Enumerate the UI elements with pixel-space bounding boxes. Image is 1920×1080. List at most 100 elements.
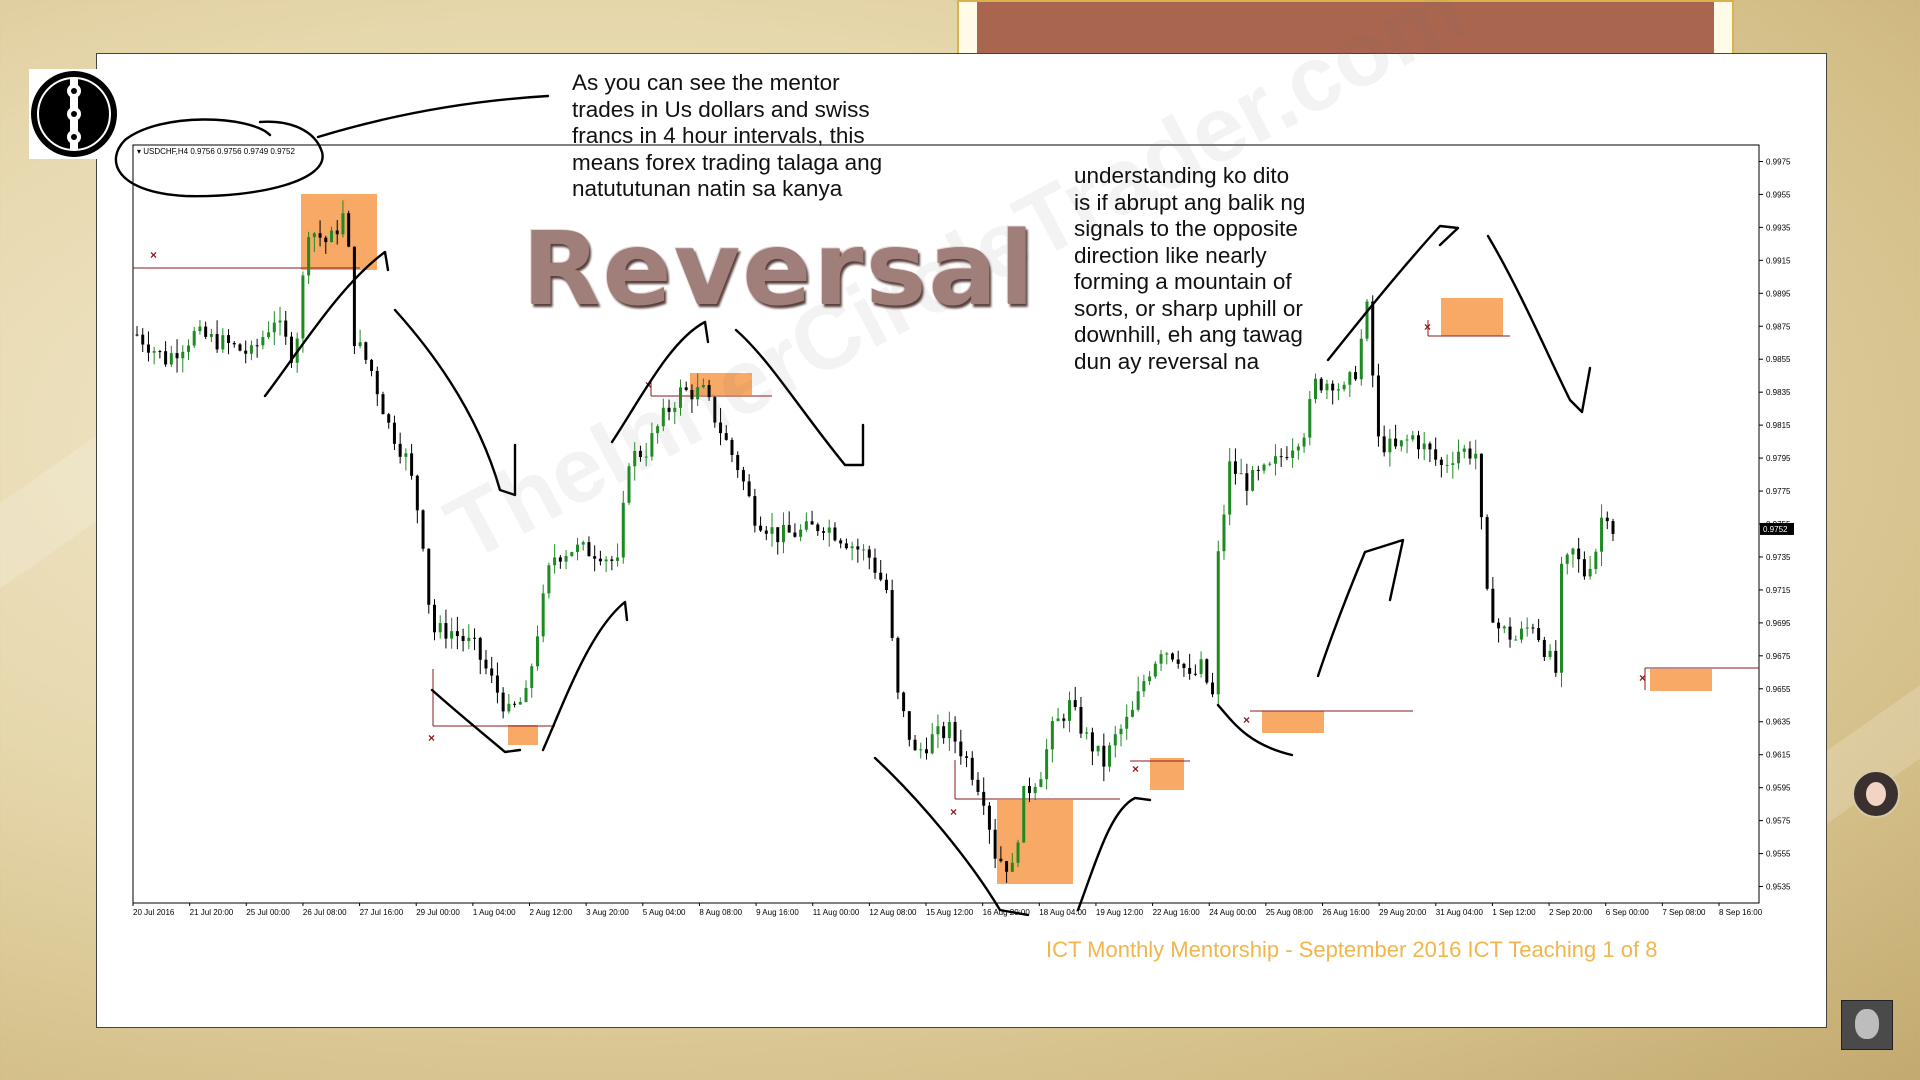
candle-body <box>1411 435 1415 440</box>
candle-body <box>701 384 705 388</box>
candle-body <box>1268 463 1272 465</box>
candle-body <box>1577 548 1581 560</box>
candle-body <box>1525 627 1529 629</box>
x-tick-label: 29 Aug 20:00 <box>1379 908 1427 917</box>
x-tick-label: 6 Sep 00:00 <box>1606 908 1650 917</box>
candle-body <box>1388 438 1392 453</box>
candle-body <box>696 387 700 400</box>
candle-body <box>1228 461 1232 515</box>
candle-body <box>324 237 328 243</box>
y-tick-label: 0.9775 <box>1766 487 1791 496</box>
candle-body <box>158 351 162 353</box>
candle-body <box>1142 681 1146 692</box>
candle-body <box>186 345 190 352</box>
candle-body <box>1571 548 1575 555</box>
candle-body <box>827 527 831 533</box>
candle-body <box>312 233 316 238</box>
y-tick-label: 0.9575 <box>1766 817 1791 826</box>
candle-body <box>576 544 580 553</box>
candle-body <box>347 213 351 247</box>
candle-body <box>392 422 396 444</box>
candle-body <box>1485 517 1489 589</box>
highlight-box <box>690 373 752 395</box>
level-marker: × <box>1639 671 1646 685</box>
candle-body <box>227 335 231 344</box>
candle-body <box>593 556 597 559</box>
candle-body <box>1519 628 1523 640</box>
candle-body <box>1005 861 1009 872</box>
candle-body <box>318 233 322 238</box>
x-tick-label: 29 Jul 00:00 <box>416 908 460 917</box>
candle-body <box>1296 446 1300 451</box>
candle-body <box>907 711 911 740</box>
candle-body <box>965 756 969 758</box>
candle-body <box>587 542 591 557</box>
candle-body <box>1256 469 1260 471</box>
candle-body <box>370 359 374 371</box>
x-tick-label: 2 Aug 12:00 <box>530 908 573 917</box>
candle-body <box>1554 650 1558 673</box>
candle-body <box>272 322 276 333</box>
annotation-arrow <box>873 756 1030 917</box>
candle-body <box>1216 551 1220 695</box>
candle-body <box>896 637 900 693</box>
candle-body <box>673 407 677 412</box>
candle-body <box>616 557 620 561</box>
candle-body <box>982 791 986 806</box>
annotation-arrow <box>734 328 865 467</box>
candle-body <box>1010 862 1014 872</box>
x-tick-label: 9 Aug 16:00 <box>756 908 799 917</box>
candle-body <box>839 540 843 544</box>
annotation-arrow <box>610 320 710 444</box>
highlight-box <box>1262 711 1324 733</box>
candle-body <box>547 565 551 594</box>
candle-body <box>261 337 265 346</box>
candle-body <box>1176 659 1180 664</box>
candle-body <box>135 334 139 336</box>
candle-body <box>473 637 477 639</box>
candle-body <box>724 433 728 440</box>
candle-body <box>1251 469 1255 491</box>
candle-body <box>884 579 888 590</box>
candle-body <box>1354 372 1358 380</box>
candle-body <box>719 422 723 434</box>
y-tick-label: 0.9795 <box>1766 454 1791 463</box>
y-tick-label: 0.9935 <box>1766 223 1791 232</box>
candle-body <box>793 532 797 537</box>
y-tick-label: 0.9975 <box>1766 157 1791 166</box>
x-tick-label: 26 Aug 16:00 <box>1323 908 1371 917</box>
candle-body <box>267 332 271 338</box>
candle-body <box>513 703 517 705</box>
candle-body <box>1211 682 1215 695</box>
candle-body <box>753 496 757 526</box>
candle-body <box>930 734 934 754</box>
candle-body <box>387 414 391 423</box>
candle-body <box>1319 378 1323 391</box>
candle-body <box>1170 653 1174 660</box>
candle-body <box>879 572 883 580</box>
candle-body <box>284 320 288 337</box>
candle-body <box>381 394 385 415</box>
candle-body <box>1611 521 1615 534</box>
user-avatar[interactable] <box>1852 770 1900 818</box>
candle-body <box>1199 659 1203 674</box>
candle-body <box>1022 786 1026 843</box>
candle-body <box>1102 745 1106 767</box>
x-tick-label: 7 Sep 08:00 <box>1662 908 1706 917</box>
candle-body <box>398 443 402 457</box>
candle-body <box>335 230 339 235</box>
candle-body <box>570 552 574 557</box>
x-tick-label: 8 Aug 08:00 <box>699 908 742 917</box>
candle-body <box>627 466 631 503</box>
candle-body <box>1548 650 1552 657</box>
candle-body <box>1445 464 1449 466</box>
candle-body <box>656 426 660 434</box>
candle-body <box>198 326 202 332</box>
candle-body <box>215 334 219 350</box>
ict-logo <box>29 69 119 159</box>
x-tick-label: 15 Aug 12:00 <box>926 908 974 917</box>
highlight-box <box>1441 298 1503 336</box>
candle-body <box>1016 842 1020 863</box>
candle-body <box>1039 779 1043 787</box>
